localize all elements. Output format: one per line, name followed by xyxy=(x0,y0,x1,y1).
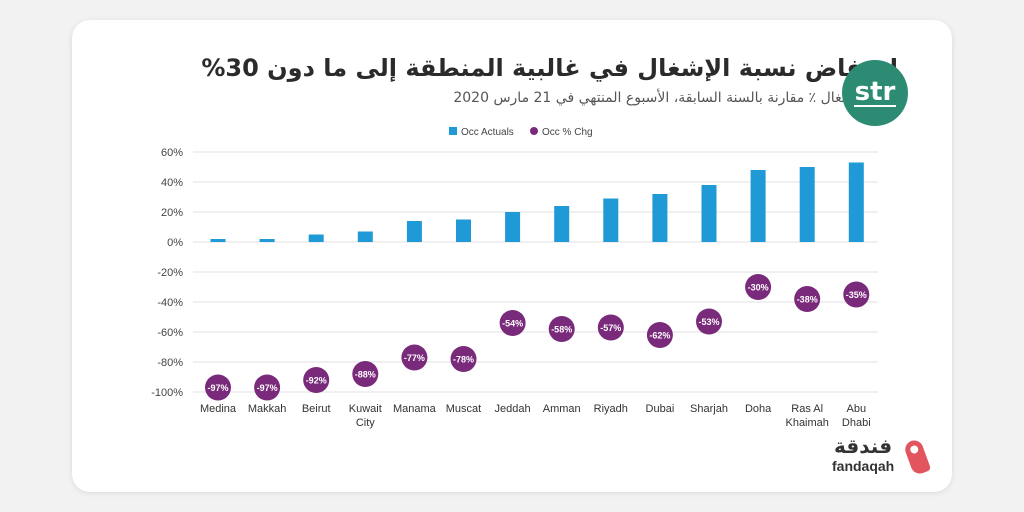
dot-label: -30% xyxy=(748,283,769,293)
y-tick-label: 40% xyxy=(161,177,183,189)
dot-label: -88% xyxy=(355,370,376,380)
legend-bar-swatch xyxy=(449,127,457,135)
dot-occ-chg xyxy=(646,322,673,348)
dot-label: -35% xyxy=(846,290,867,300)
y-tick-label: 60% xyxy=(161,147,183,159)
dot-label: -92% xyxy=(306,376,327,386)
bar-occ-actuals xyxy=(701,185,717,242)
dot-occ-chg xyxy=(745,274,772,300)
dot-occ-chg xyxy=(499,310,526,336)
chart-card xyxy=(72,20,952,492)
dot-label: -58% xyxy=(551,325,572,335)
x-category-label: Kuwait xyxy=(349,403,382,415)
y-tick-label: -100% xyxy=(151,387,183,399)
y-tick-label: -60% xyxy=(157,327,183,339)
bar-occ-actuals xyxy=(505,212,521,242)
dot-label: -62% xyxy=(649,331,670,341)
dot-occ-chg xyxy=(794,286,821,312)
x-category-label: Abu xyxy=(847,403,867,415)
x-category-label: Manama xyxy=(393,403,437,415)
x-category-label: Muscat xyxy=(446,403,481,415)
str-logo: str xyxy=(842,60,908,126)
bar-occ-actuals xyxy=(848,162,864,242)
x-category-label: Dubai xyxy=(646,403,675,415)
bar-occ-actuals xyxy=(799,167,815,242)
bar-occ-actuals xyxy=(308,234,324,242)
bar-occ-actuals xyxy=(357,231,373,242)
page-subtitle: نسبة الإشغال ٪ مقارنة بالسنة السابقة، ال… xyxy=(453,90,898,106)
bar-occ-actuals xyxy=(456,219,471,242)
dot-occ-chg xyxy=(450,346,477,372)
y-tick-label: 0% xyxy=(167,237,183,249)
x-category-label: Doha xyxy=(745,403,772,415)
x-category-label: Riyadh xyxy=(594,403,628,415)
dot-label: -57% xyxy=(600,323,621,333)
dot-occ-chg xyxy=(548,316,575,342)
dot-occ-chg xyxy=(597,314,624,341)
y-tick-label: -20% xyxy=(157,267,183,279)
dot-occ-chg xyxy=(303,367,330,393)
dot-label: -97% xyxy=(207,383,228,393)
page-title: انخفاض نسبة الإشغال في غالبية المنطقة إل… xyxy=(201,54,898,82)
dot-label: -54% xyxy=(502,319,523,329)
x-category-label: City xyxy=(356,417,375,429)
y-tick-label: -80% xyxy=(157,357,183,369)
brand-english: fandaqah xyxy=(832,458,895,474)
dot-label: -78% xyxy=(453,355,474,365)
bar-occ-actuals xyxy=(554,206,570,242)
dot-occ-chg xyxy=(352,361,379,387)
legend-label-occ-chg: Occ % Chg xyxy=(542,127,593,138)
bar-occ-actuals xyxy=(259,239,275,242)
bar-occ-actuals xyxy=(603,198,619,242)
dot-label: -77% xyxy=(404,353,425,363)
x-category-label: Sharjah xyxy=(690,403,728,415)
x-category-label: Makkah xyxy=(248,403,287,415)
dot-occ-chg xyxy=(205,374,231,401)
dot-label: -38% xyxy=(797,295,818,305)
bar-occ-actuals xyxy=(750,170,766,242)
brand-arabic: فندقة xyxy=(834,434,893,458)
x-category-label: Dhabi xyxy=(842,417,871,429)
str-logo-text: str xyxy=(853,77,897,107)
dot-occ-chg xyxy=(401,344,428,371)
x-category-label: Medina xyxy=(200,403,237,415)
x-category-label: Ras Al xyxy=(791,403,823,415)
y-tick-label: -40% xyxy=(157,297,183,309)
dot-label: -97% xyxy=(257,383,278,393)
dot-occ-chg xyxy=(254,374,281,401)
x-category-label: Amman xyxy=(543,403,581,415)
x-category-label: Khaimah xyxy=(785,417,828,429)
x-category-label: Jeddah xyxy=(495,403,531,415)
bar-occ-actuals xyxy=(652,194,668,242)
dot-label: -53% xyxy=(698,317,719,327)
legend-label-occ-actuals: Occ Actuals xyxy=(461,127,514,138)
brand-tag-icon xyxy=(902,437,932,477)
dot-occ-chg xyxy=(696,308,722,335)
fandaqah-brand: فندقة fandaqah xyxy=(832,434,932,480)
x-category-label: Beirut xyxy=(302,403,331,415)
dot-occ-chg xyxy=(843,281,870,308)
y-tick-label: 20% xyxy=(161,207,183,219)
bar-occ-actuals xyxy=(406,221,422,242)
legend-dot-swatch xyxy=(530,127,538,135)
bar-occ-actuals xyxy=(210,239,226,242)
